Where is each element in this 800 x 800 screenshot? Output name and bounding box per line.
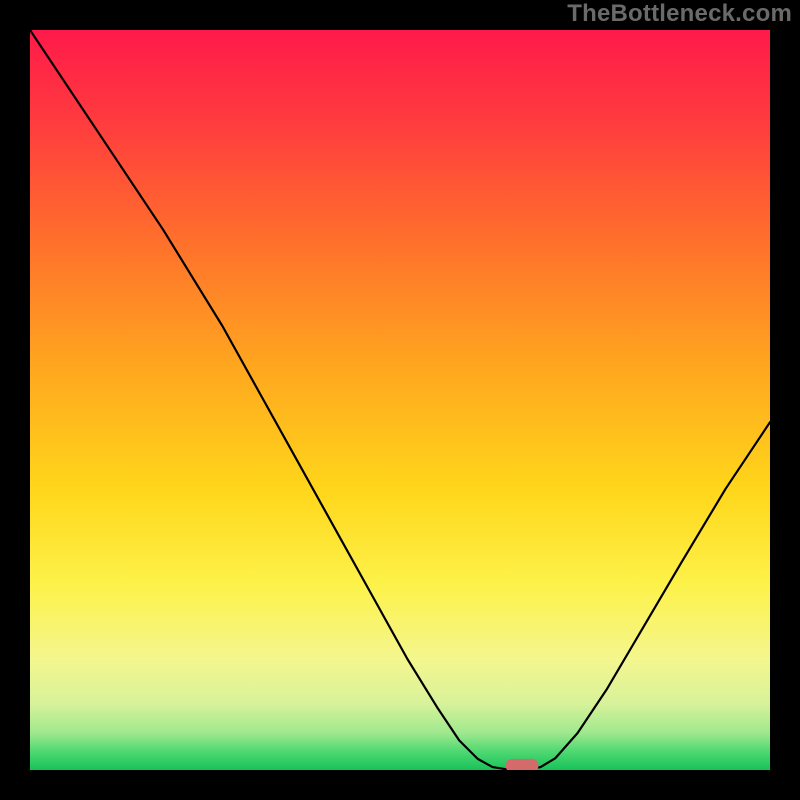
gradient-background [30, 30, 770, 770]
optimum-marker [506, 759, 539, 770]
chart-svg [30, 30, 770, 770]
figure-container: TheBottleneck.com [0, 0, 800, 800]
watermark-text: TheBottleneck.com [567, 0, 792, 28]
plot-area [30, 30, 770, 770]
